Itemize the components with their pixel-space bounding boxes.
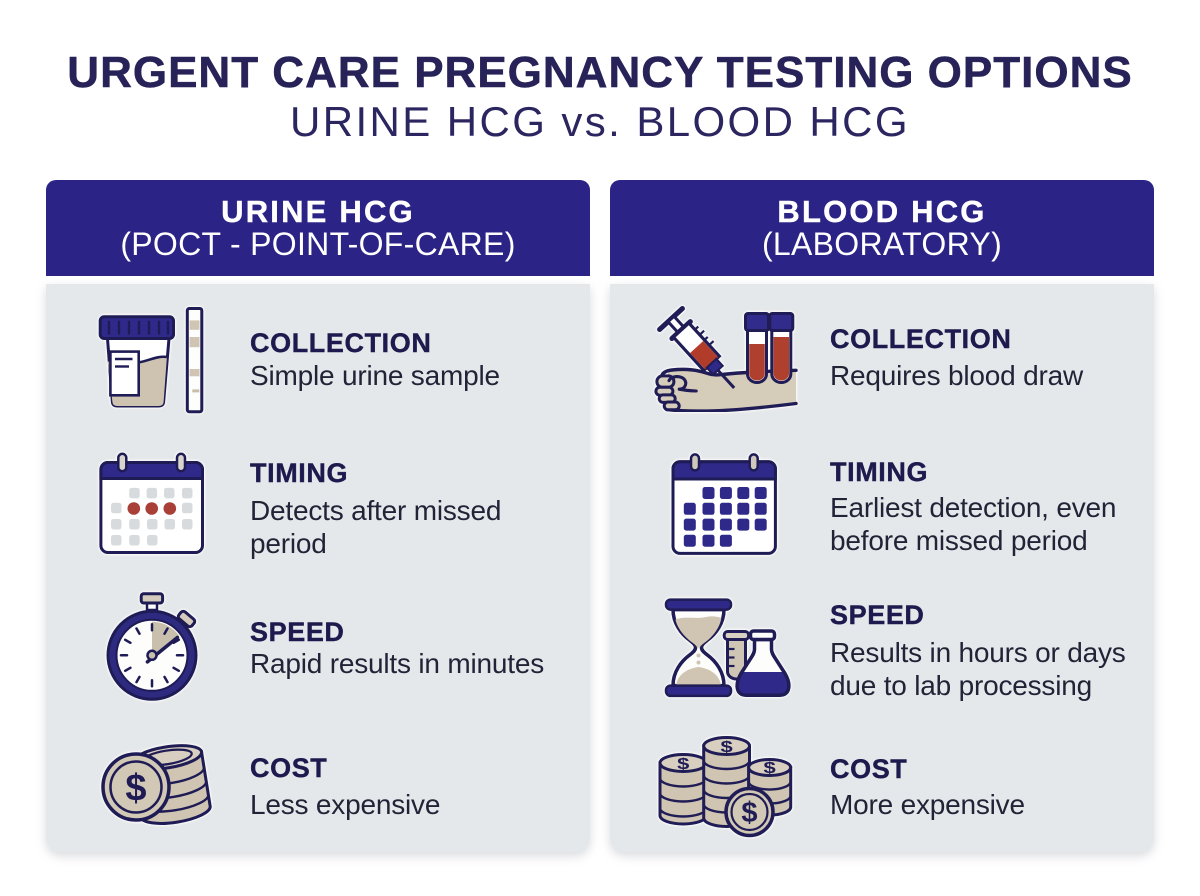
svg-text:$: $ — [720, 739, 733, 756]
svg-text:$: $ — [677, 756, 690, 773]
svg-text:$: $ — [764, 760, 777, 777]
svg-text:$: $ — [741, 797, 757, 829]
svg-text:$: $ — [125, 768, 146, 810]
